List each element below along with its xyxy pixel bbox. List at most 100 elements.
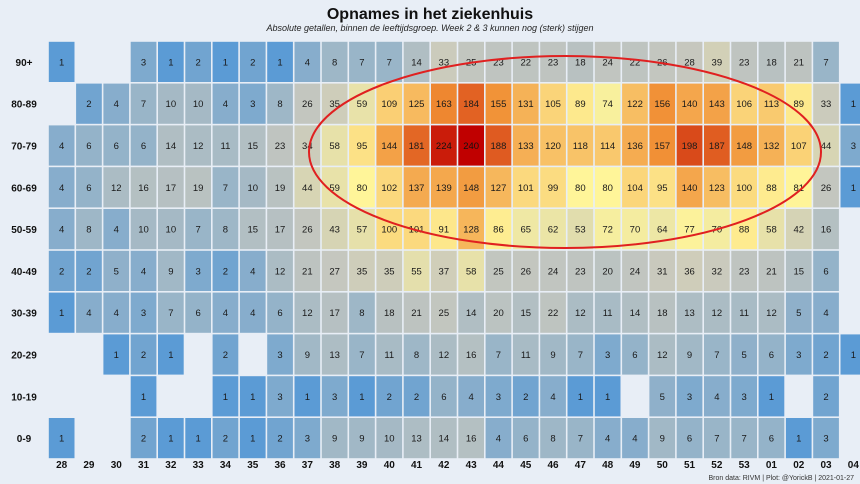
heatmap-cell (731, 41, 757, 82)
heatmap-cell (103, 167, 130, 208)
cell-value-label: 8 (86, 225, 91, 236)
heatmap-cell (731, 250, 757, 291)
heatmap-cell (731, 292, 757, 333)
cell-value-label: 12 (766, 308, 777, 319)
cell-value-label: 18 (384, 308, 395, 319)
cell-value-label: 155 (491, 99, 507, 110)
cell-value-label: 77 (684, 225, 695, 236)
heatmap-cell (594, 125, 621, 166)
heatmap-cell (622, 334, 648, 375)
heatmap-cell (403, 167, 430, 208)
cell-value-label: 4 (469, 392, 474, 403)
heatmap-cell (431, 209, 457, 250)
cell-value-label: 23 (739, 266, 750, 277)
cell-value-label: 12 (275, 266, 286, 277)
heatmap-cell (267, 418, 293, 459)
heatmap-cell (267, 334, 293, 375)
cell-value-label: 9 (332, 434, 337, 445)
cell-value-label: 14 (630, 308, 641, 319)
heatmap-cell (431, 125, 457, 166)
heatmap-cell (376, 334, 403, 375)
cell-value-label: 140 (682, 99, 698, 110)
y-tick-label: 60-69 (11, 183, 37, 194)
heatmap-cell (185, 83, 211, 124)
heatmap-cell (567, 41, 594, 82)
cell-value-label: 18 (575, 57, 586, 68)
heatmap-cell (376, 167, 403, 208)
cell-value-label: 6 (523, 434, 528, 445)
x-tick-label: 46 (547, 460, 559, 471)
cell-value-label: 6 (114, 141, 119, 152)
cell-value-label: 6 (687, 434, 692, 445)
heatmap-cell (48, 250, 75, 291)
x-tick-label: 39 (356, 460, 368, 471)
cell-value-label: 7 (359, 57, 364, 68)
heatmap-cell (294, 292, 321, 333)
cell-value-label: 7 (141, 99, 146, 110)
cell-value-label: 224 (436, 141, 452, 152)
heatmap-cell (512, 167, 539, 208)
heatmap-cell (239, 292, 266, 333)
x-tick-label: 41 (411, 460, 423, 471)
x-tick-label: 04 (848, 460, 860, 471)
cell-value-label: 4 (605, 434, 610, 445)
heatmap-cell (403, 209, 430, 250)
chart-title: Opnames in het ziekenhuis (327, 6, 533, 23)
heatmap-cell (130, 83, 157, 124)
cell-value-label: 1 (796, 434, 801, 445)
heatmap-cell (130, 250, 157, 291)
cell-value-label: 127 (491, 183, 507, 194)
cell-value-label: 15 (247, 225, 258, 236)
cell-value-label: 1 (59, 57, 64, 68)
heatmap-cell (349, 334, 375, 375)
cell-value-label: 20 (602, 266, 613, 277)
heatmap-cell (813, 292, 839, 333)
x-tick-label: 01 (766, 460, 778, 471)
x-tick-label: 37 (302, 460, 314, 471)
heatmap-cell (676, 376, 703, 417)
heatmap-cell (239, 250, 266, 291)
cell-value-label: 86 (493, 225, 504, 236)
heatmap-cell (321, 125, 348, 166)
heatmap-cell (239, 125, 266, 166)
cell-value-label: 113 (764, 99, 779, 110)
heatmap-cell (130, 167, 157, 208)
heatmap-cell (622, 125, 648, 166)
cell-value-label: 2 (414, 392, 419, 403)
cell-value-label: 125 (409, 99, 425, 110)
heatmap-cell (731, 125, 757, 166)
cell-value-label: 21 (793, 57, 804, 68)
cell-value-label: 15 (247, 141, 258, 152)
heatmap-cell (594, 83, 621, 124)
cell-value-label: 24 (602, 57, 613, 68)
cell-value-label: 13 (329, 350, 340, 361)
cell-value-label: 62 (548, 225, 559, 236)
heatmap-cell (512, 376, 539, 417)
cell-value-label: 4 (59, 225, 64, 236)
cell-value-label: 1 (578, 392, 583, 403)
x-tick-label: 47 (575, 460, 587, 471)
cell-value-label: 16 (138, 183, 149, 194)
cell-value-label: 12 (575, 308, 586, 319)
heatmap-cell (48, 209, 75, 250)
cell-value-label: 28 (684, 57, 695, 68)
heatmap-cell (158, 418, 184, 459)
heatmap-cell (704, 167, 730, 208)
heatmap-cell (130, 418, 157, 459)
cell-value-label: 1 (359, 392, 364, 403)
cell-value-label: 3 (141, 57, 146, 68)
heatmap-cell (185, 41, 211, 82)
x-tick-label: 53 (739, 460, 751, 471)
cell-value-label: 35 (329, 99, 340, 110)
cell-value-label: 2 (86, 99, 91, 110)
heatmap-cell (349, 376, 375, 417)
heatmap-cell (376, 125, 403, 166)
cell-value-label: 6 (823, 266, 828, 277)
cell-value-label: 15 (520, 308, 531, 319)
heatmap-cell (267, 83, 293, 124)
x-tick-label: 33 (193, 460, 205, 471)
heatmap-cell (840, 334, 860, 375)
heatmap-cell (785, 125, 812, 166)
y-tick-label: 70-79 (11, 142, 37, 153)
cell-value-label: 6 (196, 308, 201, 319)
